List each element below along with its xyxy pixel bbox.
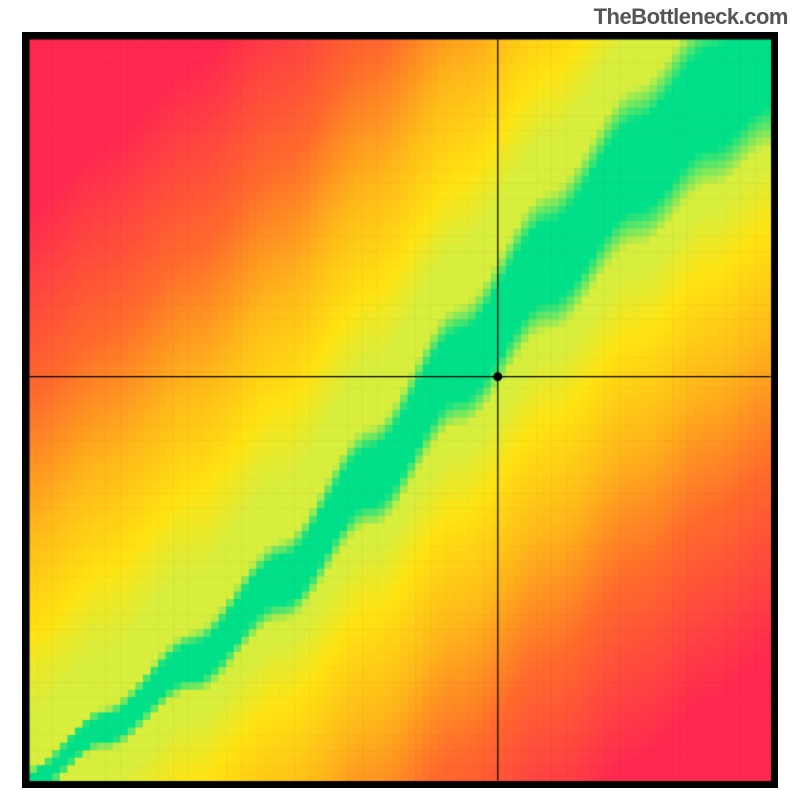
chart-container: { "watermark": "TheBottleneck.com", "cha… [0, 0, 800, 800]
watermark-text: TheBottleneck.com [594, 4, 788, 30]
bottleneck-heatmap [22, 32, 778, 788]
